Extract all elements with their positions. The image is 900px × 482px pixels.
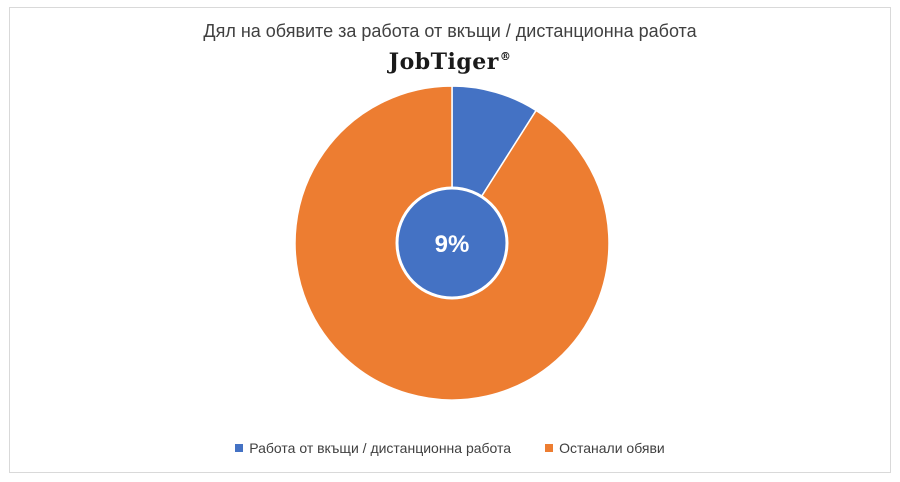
legend-item-other: Останали обяви	[545, 440, 665, 456]
legend-swatch-remote	[235, 444, 244, 452]
chart-title: Дял на обявите за работа от вкъщи / дист…	[203, 21, 697, 41]
legend-label-remote: Работа от вкъщи / дистанционна работа	[249, 440, 512, 456]
center-percentage-label: 9%	[435, 231, 470, 258]
chart-legend: Работа от вкъщи / дистанционна работа Ос…	[0, 440, 900, 456]
center-badge	[395, 186, 509, 300]
jobtiger-logo: JobTiger®	[0, 49, 900, 75]
legend-label-other: Останали обяви	[559, 440, 665, 456]
registered-mark: ®	[499, 50, 512, 63]
legend-item-remote: Работа от вкъщи / дистанционна работа	[235, 440, 511, 456]
logo-text: JobTiger	[388, 49, 499, 75]
legend-swatch-other	[545, 444, 554, 452]
